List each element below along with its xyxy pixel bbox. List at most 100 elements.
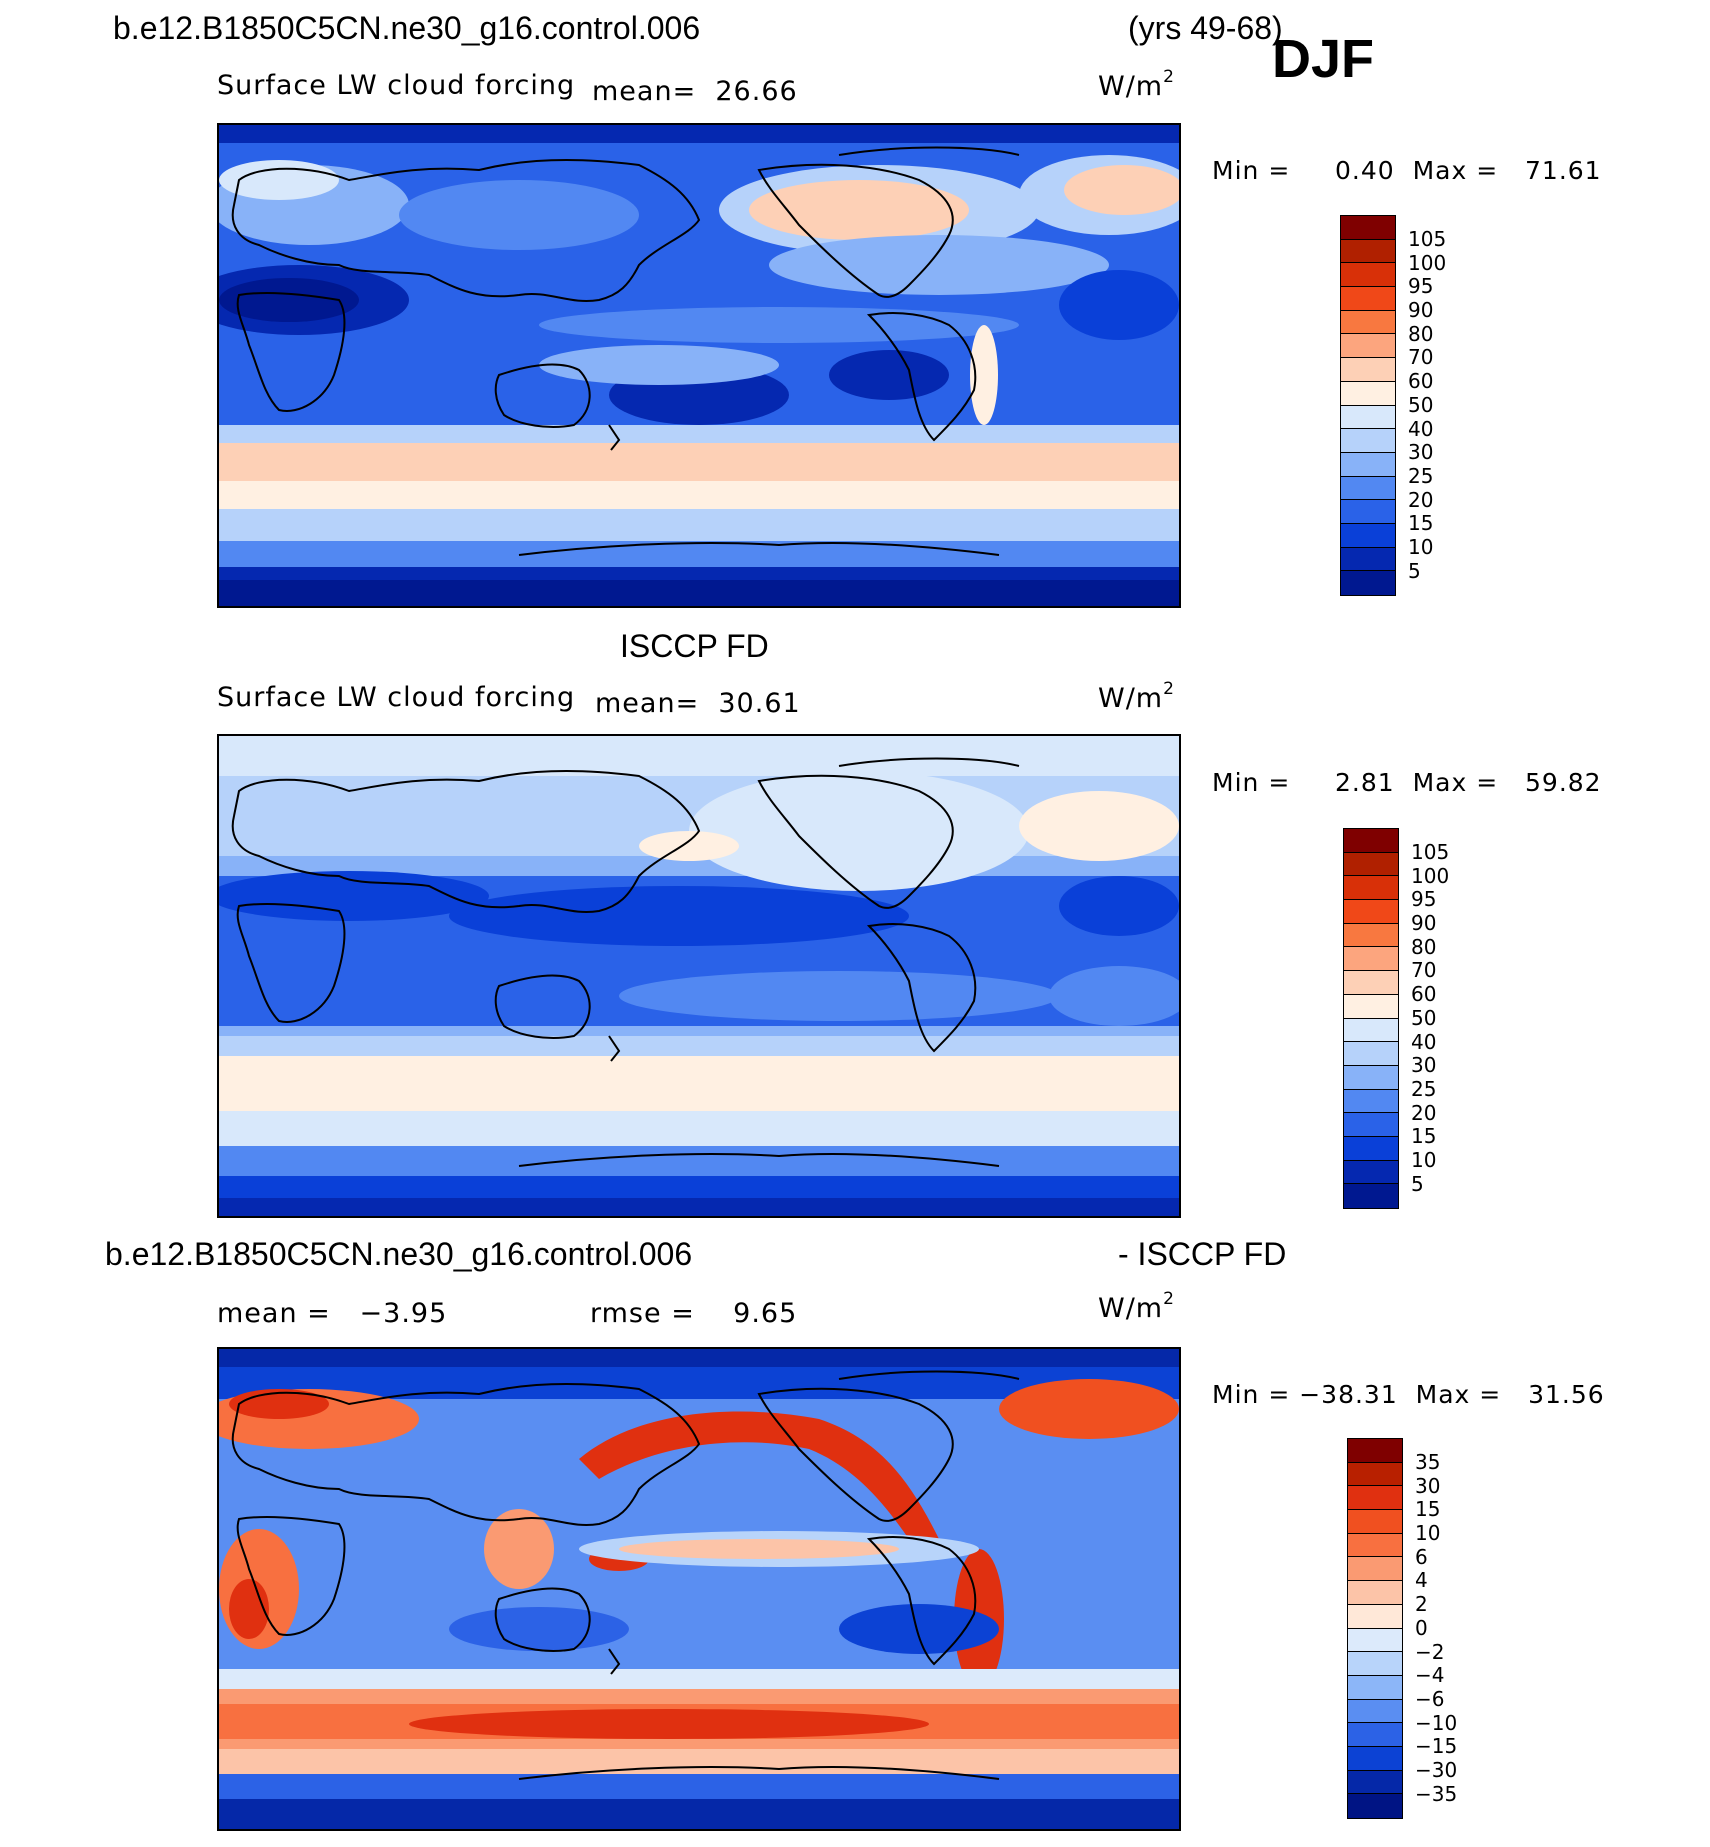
colorbar-swatch: [1344, 1160, 1398, 1185]
colorbar-swatch: [1344, 947, 1398, 972]
colorbar-swatch: [1341, 239, 1395, 264]
colorbar-tick-label: −6: [1415, 1686, 1445, 1711]
colorbar-swatch: [1341, 310, 1395, 335]
colorbar-tick-label: 20: [1408, 487, 1434, 512]
min-value: −38.31: [1299, 1380, 1398, 1409]
colorbar-swatch: [1348, 1652, 1402, 1676]
colorbar-tick-label: 95: [1411, 887, 1437, 912]
colorbar-ticks-diff: 35 30 15 10 6 4 2 0 −2 −4 −6 −10 −15 −30 −35: [1415, 1450, 1458, 1806]
colorbar-swatch: [1344, 1113, 1398, 1137]
colorbar-swatch: [1348, 1723, 1402, 1747]
colorbar-swatch: [1341, 334, 1395, 359]
minmax-label: Min = −38.31 Max = 31.56: [1212, 1380, 1605, 1409]
colorbar-swatch: [1341, 476, 1395, 501]
colorbar-tick-label: −15: [1415, 1734, 1458, 1759]
colorbar-swatch: [1341, 452, 1395, 477]
colorbar-tick-label: 35: [1415, 1450, 1441, 1474]
colorbar-tick-label: 2: [1415, 1592, 1428, 1617]
mean-value: −3.95: [359, 1298, 448, 1329]
colorbar-tick-label: 40: [1408, 416, 1434, 441]
colorbar-tick-label: 105: [1408, 227, 1447, 251]
colorbar-swatch: [1341, 523, 1395, 548]
colorbar-swatch: [1344, 1184, 1398, 1208]
colorbar-tick-label: 105: [1411, 840, 1450, 864]
colorbar-tick-label: −4: [1415, 1663, 1445, 1688]
colorbar-swatch: [1348, 1770, 1402, 1795]
colorbar-tick-label: 15: [1408, 511, 1434, 536]
map-model: [217, 123, 1181, 608]
colorbar-tick-label: 95: [1408, 274, 1434, 299]
colorbar-swatch: [1344, 994, 1398, 1019]
mean-label: mean= 26.66: [592, 76, 798, 107]
colorbar-tick-label: 60: [1408, 369, 1434, 394]
panel-title-diff-left: b.e12.B1850C5CN.ne30_g16.control.006: [105, 1236, 693, 1272]
colorbar-tick-label: 10: [1411, 1147, 1437, 1172]
colorbar-diff: [1347, 1438, 1403, 1819]
colorbar-tick-label: −35: [1415, 1781, 1458, 1806]
colorbar-swatch: [1344, 829, 1398, 853]
variable-label: Surface LW cloud forcing: [217, 682, 576, 713]
mean-value: 30.61: [718, 688, 801, 719]
mean-label: mean = −3.95: [217, 1298, 448, 1329]
map-obs: [217, 734, 1181, 1218]
colorbar-swatch: [1344, 900, 1398, 924]
colorbar-ticks-obs: 105 100 95 90 80 70 60 50 40 30 25 20 15 10 5: [1411, 840, 1450, 1196]
colorbar-swatch: [1344, 1042, 1398, 1066]
max-value: 31.56: [1528, 1380, 1605, 1409]
colorbar-swatch: [1344, 1018, 1398, 1043]
colorbar-swatch: [1341, 405, 1395, 430]
colorbar-swatch: [1344, 1136, 1398, 1161]
variable-label: Surface LW cloud forcing: [217, 70, 576, 101]
colorbar-tick-label: 4: [1415, 1568, 1428, 1593]
colorbar-swatch: [1348, 1794, 1402, 1818]
colorbar-tick-label: 30: [1408, 440, 1434, 465]
colorbar-swatch: [1341, 429, 1395, 453]
colorbar-model: [1340, 215, 1396, 596]
years-label: (yrs 49-68): [1128, 10, 1283, 46]
min-value: 0.40: [1335, 156, 1395, 185]
colorbar-swatch: [1348, 1581, 1402, 1605]
colorbar-tick-label: 15: [1415, 1497, 1441, 1522]
colorbar-swatch: [1344, 1065, 1398, 1090]
colorbar-swatch: [1348, 1557, 1402, 1582]
colorbar-tick-label: −10: [1415, 1710, 1458, 1735]
colorbar-swatch: [1341, 287, 1395, 311]
colorbar-tick-label: 25: [1408, 463, 1434, 488]
colorbar-tick-label: 50: [1411, 1005, 1437, 1030]
colorbar-swatch: [1348, 1510, 1402, 1534]
min-value: 2.81: [1335, 768, 1395, 797]
colorbar-swatch: [1348, 1746, 1402, 1771]
rmse-value: 9.65: [733, 1298, 798, 1329]
colorbar-swatch: [1341, 547, 1395, 572]
colorbar-swatch: [1348, 1628, 1402, 1653]
colorbar-tick-label: 100: [1411, 863, 1450, 888]
mean-label: mean= 30.61: [595, 688, 801, 719]
colorbar-obs: [1343, 828, 1399, 1209]
colorbar-swatch: [1341, 358, 1395, 382]
colorbar-tick-label: 70: [1411, 958, 1437, 983]
units-label: W/m2: [1098, 1289, 1175, 1324]
colorbar-swatch: [1348, 1533, 1402, 1558]
colorbar-tick-label: 20: [1411, 1100, 1437, 1125]
colorbar-tick-label: 6: [1415, 1544, 1428, 1569]
colorbar-swatch: [1344, 852, 1398, 877]
panel-title-diff-right: - ISCCP FD: [1118, 1236, 1287, 1272]
colorbar-swatch: [1341, 381, 1395, 406]
colorbar-swatch: [1341, 571, 1395, 595]
season-label: DJF: [1272, 29, 1375, 89]
colorbar-swatch: [1341, 263, 1395, 288]
colorbar-tick-label: 30: [1411, 1053, 1437, 1078]
colorbar-tick-label: 90: [1411, 911, 1437, 936]
colorbar-tick-label: 5: [1408, 558, 1421, 583]
colorbar-swatch: [1348, 1604, 1402, 1629]
max-value: 59.82: [1525, 768, 1602, 797]
colorbar-tick-label: 15: [1411, 1124, 1437, 1149]
colorbar-tick-label: 50: [1408, 392, 1434, 417]
units-label: W/m2: [1098, 67, 1175, 102]
colorbar-tick-label: 90: [1408, 298, 1434, 323]
rmse-label: rmse = 9.65: [590, 1298, 798, 1329]
mean-value: 26.66: [715, 76, 798, 107]
colorbar-tick-label: 5: [1411, 1171, 1424, 1196]
colorbar-swatch: [1348, 1462, 1402, 1487]
colorbar-tick-label: 30: [1415, 1473, 1441, 1498]
